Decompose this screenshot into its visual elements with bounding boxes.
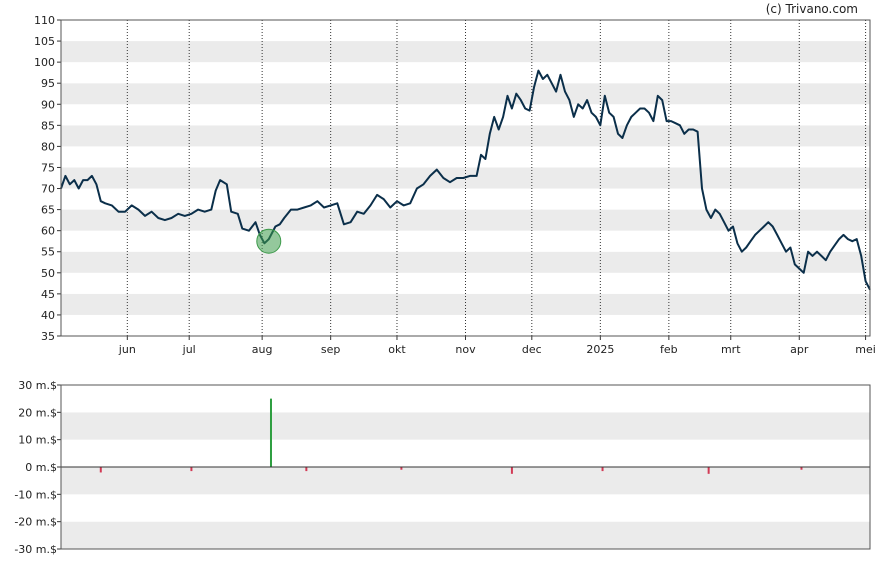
volume-y-tick-label: 20 m.$: [18, 406, 57, 419]
volume-chart-bands: [61, 385, 870, 549]
y-tick-label: 90: [41, 98, 55, 111]
price-band: [61, 125, 870, 147]
x-tick-label: jul: [182, 343, 196, 356]
volume-y-tick-label: 10 m.$: [18, 434, 57, 447]
y-tick-label: 95: [41, 77, 55, 90]
y-tick-label: 55: [41, 246, 55, 259]
price-band: [61, 188, 870, 210]
x-tick-label: okt: [388, 343, 406, 356]
price-chart-bands: [61, 20, 870, 336]
y-tick-label: 35: [41, 330, 55, 343]
volume-y-tick-label: -10 m.$: [14, 488, 57, 501]
volume-band: [61, 385, 870, 413]
y-tick-label: 60: [41, 225, 55, 238]
x-tick-label: mrt: [721, 343, 741, 356]
x-tick-label: feb: [660, 343, 678, 356]
x-tick-label: 2025: [586, 343, 614, 356]
price-chart-frame: [60, 19, 871, 337]
x-tick-label: nov: [455, 343, 476, 356]
y-tick-label: 100: [34, 56, 55, 69]
y-tick-label: 80: [41, 140, 55, 153]
volume-y-tick-label: 0 m.$: [25, 461, 57, 474]
volume-y-tick-label: -20 m.$: [14, 516, 57, 529]
price-band: [61, 293, 870, 315]
price-marker: [256, 228, 282, 254]
volume-band: [61, 439, 870, 467]
y-tick-label: 110: [34, 14, 55, 27]
price-band: [61, 104, 870, 126]
x-tick-label: aug: [252, 343, 273, 356]
volume-y-tick-label: 30 m.$: [18, 379, 57, 392]
x-tick-label: apr: [790, 343, 809, 356]
y-tick-label: 45: [41, 288, 55, 301]
volume-band: [61, 494, 870, 522]
highlight-marker: [256, 228, 282, 254]
price-band: [61, 41, 870, 63]
y-tick-label: 50: [41, 267, 55, 280]
price-band: [61, 83, 870, 105]
y-tick-label: 105: [34, 35, 55, 48]
volume-chart-y-axis: 30 m.$ 20 m.$ 10 m.$ 0 m.$ -10 m.$ -20 m.$ -30…: [14, 379, 61, 556]
price-band: [61, 209, 870, 231]
volume-chart-frame: [60, 384, 871, 550]
price-band: [61, 20, 870, 42]
y-tick-label: 70: [41, 183, 55, 196]
volume-band: [61, 412, 870, 440]
price-series: [60, 69, 871, 291]
volume-y-tick-label: -30 m.$: [14, 543, 57, 556]
price-band: [61, 62, 870, 84]
y-tick-label: 40: [41, 309, 55, 322]
volume-band: [61, 467, 870, 495]
y-tick-label: 85: [41, 119, 55, 132]
price-band: [61, 251, 870, 273]
volume-bars: [99, 398, 803, 474]
x-tick-label: mei: [855, 343, 876, 356]
x-tick-label: jun: [118, 343, 136, 356]
price-band: [61, 146, 870, 168]
x-tick-label: dec: [522, 343, 542, 356]
price-chart-y-axis: 110 105 100 95 90 85 80 75 70 65 60 55 50 45 40 35: [34, 14, 61, 343]
x-tick-label: sep: [321, 343, 340, 356]
price-line: [60, 69, 871, 291]
credit-text: (c) Trivano.com: [766, 2, 858, 16]
price-chart-x-axis: jun jul aug sep okt nov dec 2025 feb mrt apr mei: [118, 336, 876, 356]
price-band: [61, 272, 870, 294]
y-tick-label: 65: [41, 204, 55, 217]
volume-band: [61, 521, 870, 549]
price-band: [61, 314, 870, 336]
y-tick-label: 75: [41, 161, 55, 174]
